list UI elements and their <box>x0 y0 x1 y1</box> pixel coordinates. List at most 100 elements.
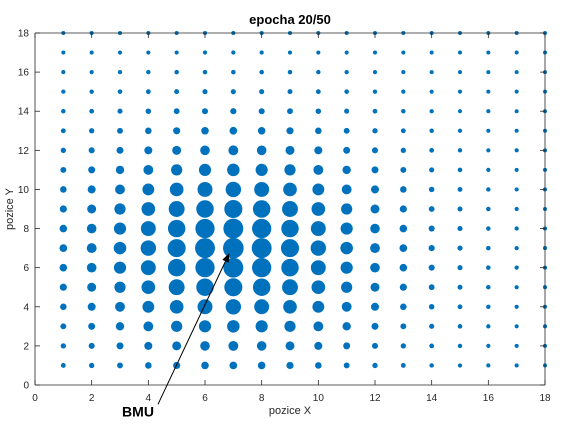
data-point <box>140 221 156 237</box>
data-points <box>59 30 548 370</box>
data-point <box>371 166 379 174</box>
data-point <box>259 69 264 75</box>
data-point <box>146 50 151 55</box>
data-point <box>200 341 210 351</box>
data-point <box>252 278 271 296</box>
data-point <box>280 239 300 258</box>
data-point <box>145 89 151 95</box>
data-point <box>252 200 271 218</box>
data-point <box>514 167 519 172</box>
data-point <box>117 362 123 369</box>
x-axis-label: pozice X <box>269 405 312 417</box>
data-point <box>113 241 127 255</box>
data-point <box>457 187 463 192</box>
data-point <box>196 200 214 218</box>
data-point <box>202 50 208 55</box>
data-point <box>168 201 185 217</box>
data-point <box>457 304 463 310</box>
data-point <box>142 300 155 313</box>
data-point <box>340 222 353 235</box>
data-point <box>514 50 519 55</box>
data-point <box>342 165 351 175</box>
data-point <box>514 304 519 309</box>
data-point <box>428 245 435 252</box>
data-point <box>341 203 353 215</box>
data-point <box>457 343 463 349</box>
data-point <box>173 108 180 115</box>
data-point <box>457 128 463 133</box>
data-point <box>115 184 125 195</box>
data-point <box>342 322 351 331</box>
data-point <box>283 182 297 197</box>
data-point <box>370 185 380 194</box>
data-point <box>89 108 95 114</box>
data-point <box>115 165 125 175</box>
data-point <box>370 243 380 254</box>
data-point <box>514 324 519 329</box>
data-point <box>341 301 352 312</box>
data-point <box>198 320 212 333</box>
data-point <box>370 223 380 234</box>
data-point <box>316 69 321 75</box>
data-point <box>283 299 297 314</box>
data-point <box>457 70 463 75</box>
data-point <box>167 219 186 238</box>
x-tick-label: 0 <box>32 393 38 404</box>
data-point <box>287 108 293 115</box>
x-tick-label: 10 <box>313 393 325 404</box>
data-point <box>340 241 353 255</box>
data-point <box>258 108 265 115</box>
x-tick-label: 4 <box>146 393 152 404</box>
data-point <box>429 89 434 94</box>
data-point <box>229 361 238 370</box>
data-point <box>341 281 353 293</box>
data-point <box>315 362 322 369</box>
data-point <box>146 69 151 75</box>
data-point <box>429 128 434 134</box>
data-point <box>486 89 491 94</box>
data-point <box>88 322 96 330</box>
data-point <box>486 363 491 368</box>
data-point <box>486 304 491 309</box>
data-point <box>228 145 239 156</box>
data-point <box>60 147 66 153</box>
data-point <box>255 320 268 333</box>
data-point <box>287 89 293 95</box>
data-point <box>371 342 379 349</box>
x-tick-label: 14 <box>426 393 438 404</box>
data-point <box>140 240 157 256</box>
data-point <box>197 299 213 315</box>
data-point <box>281 258 299 277</box>
y-tick-label: 12 <box>18 146 30 157</box>
data-point <box>486 284 491 290</box>
data-point <box>371 147 379 154</box>
data-point <box>371 322 379 330</box>
data-point <box>429 167 435 173</box>
data-point <box>399 283 407 291</box>
data-point <box>86 223 97 234</box>
data-point <box>224 278 243 297</box>
data-point <box>514 363 519 368</box>
data-point <box>370 282 380 292</box>
data-point <box>252 258 272 278</box>
data-point <box>172 341 182 351</box>
data-point <box>201 108 209 115</box>
data-point <box>401 89 406 94</box>
x-ticks: 0 2 4 6 8 10 12 14 16 18 <box>32 33 551 404</box>
data-point <box>457 167 463 173</box>
data-point <box>145 127 152 135</box>
data-point <box>372 50 378 55</box>
data-point <box>457 148 463 153</box>
data-point <box>428 304 435 310</box>
data-point <box>195 238 215 259</box>
data-point <box>115 322 125 331</box>
data-point <box>251 238 272 259</box>
data-point <box>344 50 349 55</box>
data-point <box>87 185 96 194</box>
data-point <box>372 128 378 134</box>
data-point <box>399 224 408 233</box>
chart-title: epocha 20/50 <box>249 12 331 27</box>
data-point <box>59 224 68 233</box>
data-point <box>254 181 270 197</box>
data-point <box>399 244 408 252</box>
